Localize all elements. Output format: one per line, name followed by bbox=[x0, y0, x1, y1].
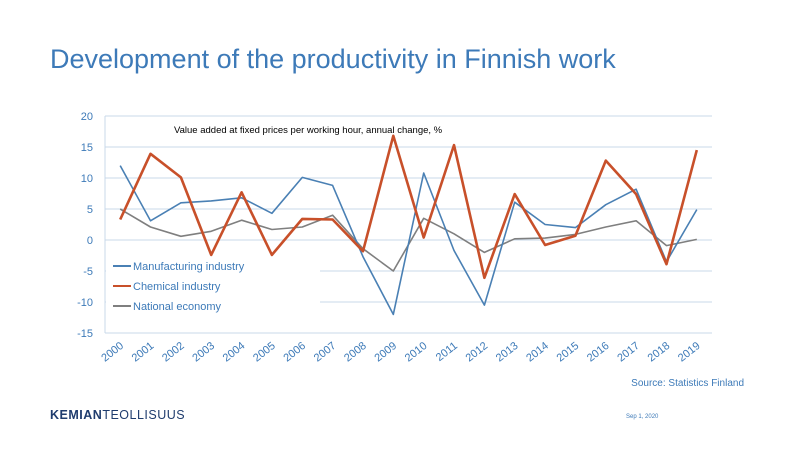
series-line-manufacturing-industry bbox=[119, 165, 698, 316]
series-line-chemical-industry bbox=[119, 134, 699, 280]
chart-grid bbox=[104, 115, 712, 334]
x-tick-label: 2018 bbox=[646, 340, 673, 365]
logo-part-2: TEOLLISUUS bbox=[102, 408, 186, 422]
x-tick-label: 2002 bbox=[160, 340, 187, 365]
x-tick-label: 2000 bbox=[99, 340, 126, 365]
x-tick-label: 2009 bbox=[372, 340, 399, 365]
y-axis-ticks: 20 15 10 5 0 -5 -10 -15 bbox=[77, 111, 93, 340]
x-tick-label: 2008 bbox=[342, 340, 369, 365]
logo-part-1: KEMIAN bbox=[50, 408, 103, 422]
y-tick-label: 15 bbox=[81, 142, 93, 154]
legend-label: Chemical industry bbox=[133, 281, 221, 293]
source-note: Source: Statistics Finland bbox=[631, 378, 744, 389]
x-tick-label: 2003 bbox=[190, 340, 217, 365]
y-tick-label: -5 bbox=[83, 266, 93, 278]
slide-date: Sep 1, 2020 bbox=[626, 414, 659, 420]
brand-logo: KEMIANTEOLLISUUS bbox=[50, 408, 185, 422]
y-tick-label: -10 bbox=[77, 297, 93, 309]
y-tick-label: 10 bbox=[81, 173, 93, 185]
y-tick-label: -15 bbox=[77, 328, 93, 340]
x-tick-label: 2010 bbox=[403, 340, 430, 365]
legend-label: National economy bbox=[133, 301, 222, 313]
x-tick-label: 2001 bbox=[130, 340, 157, 365]
y-tick-label: 0 bbox=[87, 235, 93, 247]
x-tick-label: 2016 bbox=[585, 340, 612, 365]
x-tick-label: 2011 bbox=[434, 340, 460, 364]
page-title: Development of the productivity in Finni… bbox=[50, 44, 616, 74]
legend-label: Manufacturing industry bbox=[133, 261, 245, 273]
chart-title: Value added at fixed prices per working … bbox=[174, 125, 443, 136]
x-tick-label: 2017 bbox=[615, 340, 642, 365]
chart-legend: Manufacturing industry Chemical industry N… bbox=[113, 261, 245, 313]
y-tick-label: 20 bbox=[81, 111, 93, 123]
x-tick-label: 2014 bbox=[524, 340, 551, 365]
x-axis-ticks: 2000 2001 2002 2003 2004 2005 2006 2007 2008 2009… bbox=[99, 340, 702, 365]
x-tick-label: 2015 bbox=[555, 340, 582, 365]
x-tick-label: 2006 bbox=[281, 340, 308, 365]
x-tick-label: 2004 bbox=[221, 340, 248, 365]
legend-background bbox=[106, 255, 320, 321]
series-lines bbox=[119, 134, 699, 316]
x-tick-label: 2013 bbox=[494, 340, 521, 365]
y-tick-label: 5 bbox=[87, 204, 93, 216]
x-tick-label: 2005 bbox=[251, 340, 278, 365]
x-tick-label: 2007 bbox=[312, 340, 339, 365]
x-tick-label: 2012 bbox=[464, 340, 491, 365]
x-tick-label: 2019 bbox=[676, 340, 703, 365]
